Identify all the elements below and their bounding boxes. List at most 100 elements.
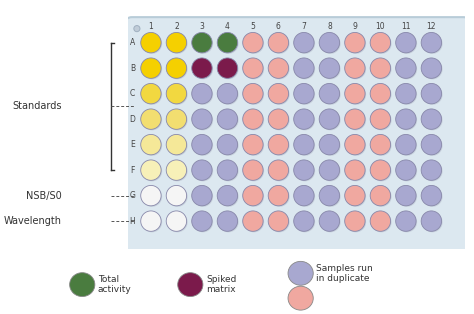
Circle shape bbox=[193, 110, 213, 130]
Circle shape bbox=[346, 59, 366, 79]
Circle shape bbox=[167, 135, 188, 156]
Text: B: B bbox=[130, 64, 135, 73]
Circle shape bbox=[141, 109, 161, 129]
Circle shape bbox=[142, 110, 162, 130]
Circle shape bbox=[396, 134, 416, 155]
Circle shape bbox=[294, 109, 314, 129]
Circle shape bbox=[142, 34, 162, 54]
Circle shape bbox=[396, 109, 416, 129]
Circle shape bbox=[371, 34, 392, 54]
Circle shape bbox=[166, 58, 187, 78]
Circle shape bbox=[218, 135, 238, 156]
Circle shape bbox=[167, 161, 188, 181]
Circle shape bbox=[371, 212, 392, 232]
Circle shape bbox=[167, 34, 188, 54]
Circle shape bbox=[370, 186, 391, 206]
Circle shape bbox=[218, 212, 238, 232]
Circle shape bbox=[142, 187, 162, 207]
Circle shape bbox=[191, 32, 212, 53]
Circle shape bbox=[345, 134, 365, 155]
Circle shape bbox=[422, 84, 443, 105]
Circle shape bbox=[142, 161, 162, 181]
Circle shape bbox=[345, 84, 365, 104]
Circle shape bbox=[243, 84, 263, 104]
Circle shape bbox=[166, 186, 187, 206]
Circle shape bbox=[421, 32, 442, 53]
Circle shape bbox=[346, 161, 366, 181]
Circle shape bbox=[193, 59, 213, 79]
Circle shape bbox=[269, 110, 290, 130]
Circle shape bbox=[319, 109, 339, 129]
Circle shape bbox=[371, 187, 392, 207]
Circle shape bbox=[294, 211, 314, 231]
Circle shape bbox=[370, 160, 391, 180]
Circle shape bbox=[167, 187, 188, 207]
Circle shape bbox=[217, 211, 237, 231]
Circle shape bbox=[396, 58, 416, 78]
Circle shape bbox=[142, 84, 162, 105]
Circle shape bbox=[244, 110, 264, 130]
Circle shape bbox=[166, 109, 187, 129]
Circle shape bbox=[243, 32, 263, 53]
Circle shape bbox=[320, 59, 341, 79]
Circle shape bbox=[346, 187, 366, 207]
Circle shape bbox=[421, 160, 442, 180]
Circle shape bbox=[422, 34, 443, 54]
Circle shape bbox=[141, 186, 161, 206]
Circle shape bbox=[141, 58, 161, 78]
Circle shape bbox=[370, 58, 391, 78]
Circle shape bbox=[397, 59, 417, 79]
Circle shape bbox=[397, 161, 417, 181]
Circle shape bbox=[218, 84, 238, 105]
Text: 3: 3 bbox=[200, 22, 204, 30]
Circle shape bbox=[320, 110, 341, 130]
Circle shape bbox=[191, 134, 212, 155]
Text: 9: 9 bbox=[353, 22, 357, 30]
Text: C: C bbox=[130, 89, 135, 98]
Circle shape bbox=[166, 84, 187, 104]
Circle shape bbox=[269, 34, 290, 54]
Circle shape bbox=[319, 186, 339, 206]
Circle shape bbox=[269, 187, 290, 207]
Circle shape bbox=[217, 186, 237, 206]
Text: 10: 10 bbox=[375, 22, 385, 30]
Circle shape bbox=[191, 58, 212, 78]
Text: 11: 11 bbox=[401, 22, 410, 30]
Circle shape bbox=[244, 161, 264, 181]
Text: 8: 8 bbox=[327, 22, 332, 30]
Circle shape bbox=[295, 161, 315, 181]
Circle shape bbox=[319, 134, 339, 155]
Circle shape bbox=[268, 186, 289, 206]
Circle shape bbox=[294, 134, 314, 155]
Circle shape bbox=[422, 212, 443, 232]
Circle shape bbox=[295, 187, 315, 207]
Circle shape bbox=[396, 32, 416, 53]
Ellipse shape bbox=[70, 273, 95, 296]
Circle shape bbox=[218, 161, 238, 181]
Circle shape bbox=[193, 161, 213, 181]
Circle shape bbox=[397, 110, 417, 130]
Text: NSB/S0: NSB/S0 bbox=[26, 191, 62, 201]
Ellipse shape bbox=[178, 273, 203, 296]
Circle shape bbox=[397, 34, 417, 54]
Circle shape bbox=[193, 212, 213, 232]
Circle shape bbox=[320, 84, 341, 105]
Circle shape bbox=[371, 135, 392, 156]
Text: D: D bbox=[129, 115, 135, 124]
Text: 5: 5 bbox=[250, 22, 255, 30]
Circle shape bbox=[294, 58, 314, 78]
Circle shape bbox=[319, 211, 339, 231]
Text: 2: 2 bbox=[174, 22, 179, 30]
Circle shape bbox=[142, 59, 162, 79]
Circle shape bbox=[134, 25, 140, 32]
Circle shape bbox=[269, 135, 290, 156]
Circle shape bbox=[167, 110, 188, 130]
Circle shape bbox=[142, 135, 162, 156]
Circle shape bbox=[345, 109, 365, 129]
Circle shape bbox=[371, 59, 392, 79]
Circle shape bbox=[319, 58, 339, 78]
Circle shape bbox=[141, 211, 161, 231]
Circle shape bbox=[294, 84, 314, 104]
Circle shape bbox=[243, 211, 263, 231]
Circle shape bbox=[268, 211, 289, 231]
